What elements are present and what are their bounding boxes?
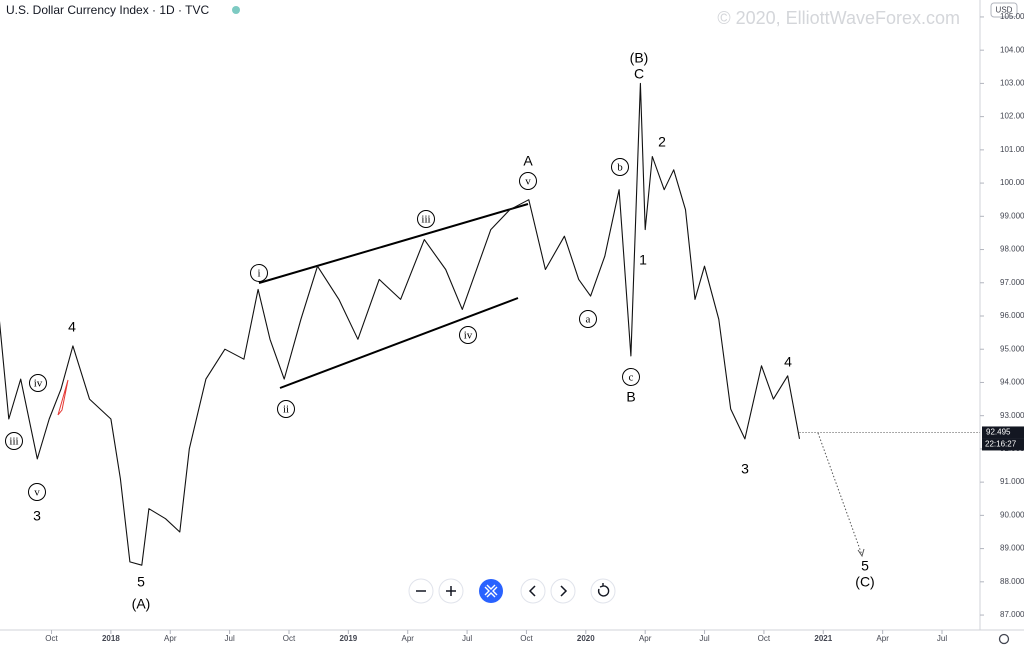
wave-label: v (525, 176, 531, 188)
chart-title: U.S. Dollar Currency Index · 1D · TVC (6, 3, 210, 17)
x-tick-label: Oct (45, 634, 58, 643)
y-tick-label: 94.000 (1000, 378, 1024, 387)
y-tick-label: 95.000 (1000, 344, 1024, 353)
gear-icon (998, 633, 1010, 645)
wave-circle (28, 483, 46, 501)
wave-label: 3 (741, 461, 749, 477)
wave-label: 5 (861, 558, 869, 574)
reset-button[interactable] (590, 578, 616, 604)
wave-circle (417, 210, 435, 228)
y-tick-label: 97.000 (1000, 278, 1024, 287)
y-tick-label: 90.000 (1000, 510, 1024, 519)
channel-upper (258, 203, 529, 284)
wave-label: c (629, 372, 634, 384)
wave-label: ii (283, 404, 289, 416)
zoom-toolbar (408, 578, 616, 604)
wave-label: 4 (784, 354, 792, 370)
x-tick-label: Apr (876, 634, 889, 643)
wave-circle (29, 374, 47, 392)
scroll-left-button[interactable] (520, 578, 546, 604)
wave-circle (250, 264, 268, 282)
x-tick-label: Oct (283, 634, 296, 643)
fit-icon (484, 584, 498, 598)
arrow-head (857, 548, 865, 558)
wave-circle (5, 432, 23, 450)
y-tick-label: 104.000 (1000, 45, 1024, 54)
wave-label: iii (9, 436, 18, 448)
wave-label: 3 (33, 508, 41, 524)
wave-circle (277, 400, 295, 418)
y-tick-label: 87.000 (1000, 610, 1024, 619)
y-tick-label: 100.000 (1000, 178, 1024, 187)
wave-circle (459, 326, 477, 344)
price-line (0, 82, 801, 566)
wave-label: iv (34, 378, 43, 390)
y-tick-label: 99.000 (1000, 211, 1024, 220)
wave-label: 5 (137, 574, 145, 590)
right-icon (560, 585, 568, 597)
wave-circle (579, 310, 597, 328)
y-tick-label: 88.000 (1000, 577, 1024, 586)
y-tick-label: 102.000 (1000, 112, 1024, 121)
countdown-tag (982, 438, 1024, 451)
x-tick-label: Oct (758, 634, 771, 643)
watermark: © 2020, ElliottWaveForex.com (717, 8, 960, 28)
wave-label: A (523, 153, 533, 169)
x-tick-label: Jul (462, 634, 472, 643)
countdown-label: 22:16:27 (985, 440, 1017, 449)
x-tick-label: Apr (401, 634, 414, 643)
wave-label: B (626, 389, 635, 405)
y-tick-label: 89.000 (1000, 544, 1024, 553)
wave-label: 4 (68, 319, 76, 335)
y-tick-label: 93.000 (1000, 411, 1024, 420)
status-dot (232, 6, 240, 14)
x-tick-label: 2021 (814, 634, 832, 643)
y-tick-label: 96.000 (1000, 311, 1024, 320)
wave-label: a (586, 314, 591, 326)
currency-label: USD (996, 6, 1013, 15)
wave-label: (A) (132, 596, 151, 612)
currency-badge[interactable] (990, 2, 1018, 18)
wave-label: 2 (658, 134, 666, 150)
wave-label: v (34, 487, 40, 499)
wave-label: (C) (855, 574, 874, 590)
x-tick-label: 2019 (339, 634, 357, 643)
x-tick-label: 2020 (577, 634, 595, 643)
wave-circle (622, 368, 640, 386)
x-tick-label: Jul (699, 634, 709, 643)
wave-label: iii (421, 214, 430, 226)
fit-button[interactable] (479, 579, 503, 603)
wave-label: i (257, 268, 260, 280)
x-tick-label: Jul (225, 634, 235, 643)
y-tick-label: 101.000 (1000, 145, 1024, 154)
wave-circle (519, 172, 537, 190)
last-price-tag (982, 426, 1024, 439)
left-icon (528, 585, 536, 597)
wave-label: C (634, 66, 644, 82)
settings-button[interactable] (998, 633, 1010, 645)
plus-icon (446, 586, 456, 596)
x-tick-label: Oct (520, 634, 533, 643)
wave-label: b (617, 162, 623, 174)
y-tick-label: 103.000 (1000, 79, 1024, 88)
channel-lower (279, 297, 519, 389)
x-tick-label: Apr (164, 634, 177, 643)
y-tick-label: 105.000 (1000, 12, 1024, 21)
x-tick-label: Apr (639, 634, 652, 643)
scroll-right-button[interactable] (550, 578, 576, 604)
y-tick-label: 91.000 (1000, 477, 1024, 486)
wave-label: (B) (630, 50, 649, 66)
last-price-label: 92.495 (986, 428, 1011, 437)
wave-circle (611, 158, 629, 176)
wave-label: iv (464, 330, 473, 342)
reset-icon (597, 583, 610, 597)
drawn-shape (57, 379, 69, 416)
wave-label: 1 (639, 252, 647, 268)
y-tick-label: 98.000 (1000, 245, 1024, 254)
x-tick-label: 2018 (102, 634, 120, 643)
projection-arrow (817, 432, 863, 556)
x-tick-label: Jul (937, 634, 947, 643)
